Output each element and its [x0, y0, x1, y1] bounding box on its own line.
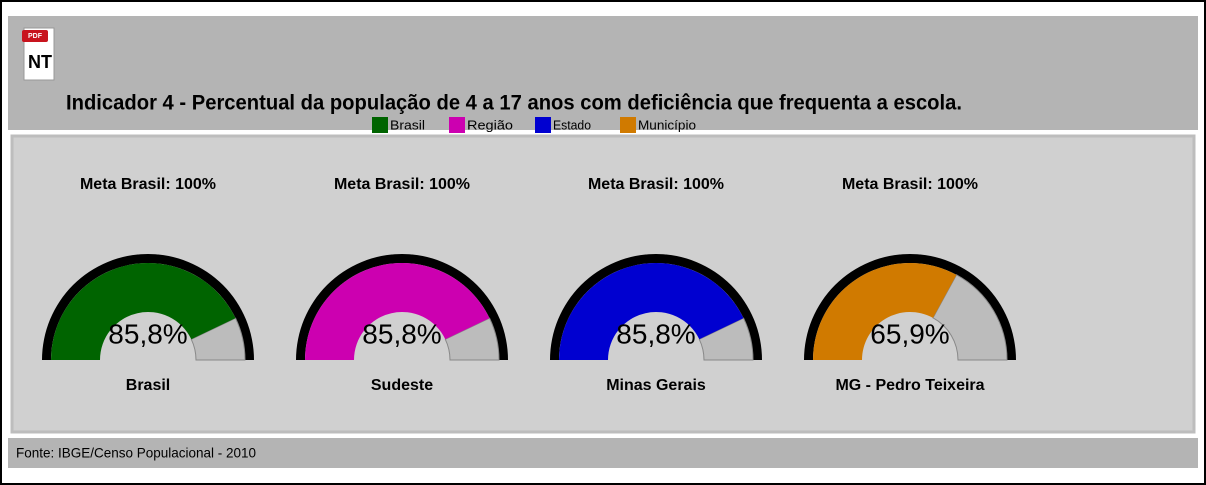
legend-swatch	[535, 117, 551, 133]
legend-swatch	[372, 117, 388, 133]
gauge-title: Meta Brasil: 100%	[842, 176, 978, 193]
footer-band	[8, 438, 1198, 468]
gauge-title: Meta Brasil: 100%	[80, 176, 216, 193]
gauge-remainder	[190, 317, 246, 361]
gauge-value-arc	[305, 263, 490, 360]
gauge-value-arc	[813, 263, 957, 360]
legend-label: Região	[467, 117, 513, 132]
gauge-value-label: 65,9%	[870, 318, 949, 349]
icon-label: NT	[28, 52, 52, 72]
header-band	[8, 16, 1198, 130]
pdf-badge	[22, 30, 48, 42]
gauge-title: Meta Brasil: 100%	[588, 176, 724, 193]
legend-label: Estado	[553, 117, 591, 132]
gauge-remainder	[698, 317, 754, 361]
gauge-remainder	[932, 274, 1008, 361]
legend-swatch	[449, 117, 465, 133]
gauge-value-arc	[559, 262, 744, 360]
header-title: Indicador 4 - Percentual da população de…	[66, 92, 962, 115]
legend-swatch	[620, 117, 636, 133]
gauge-value-arc	[51, 263, 236, 360]
gauge-label: Sudeste	[371, 377, 433, 394]
gauge-label: MG - Pedro Teixeira	[835, 377, 984, 394]
gauge-remainder	[444, 317, 500, 361]
legend-label: Município	[638, 117, 696, 132]
gauge-label: Brasil	[126, 377, 170, 394]
gauge-label: Minas Gerais	[606, 377, 706, 394]
gauge-value-label: 85,8%	[362, 318, 441, 349]
legend-label: Brasil	[390, 117, 425, 132]
pdf-badge-text: PDF	[28, 33, 43, 40]
gauge-value-label: 85,8%	[616, 318, 695, 349]
footer-source: Fonte: IBGE/Censo Populacional - 2010	[16, 445, 256, 461]
gauge-title: Meta Brasil: 100%	[334, 176, 470, 193]
gauge-value-label: 85,8%	[108, 318, 187, 349]
